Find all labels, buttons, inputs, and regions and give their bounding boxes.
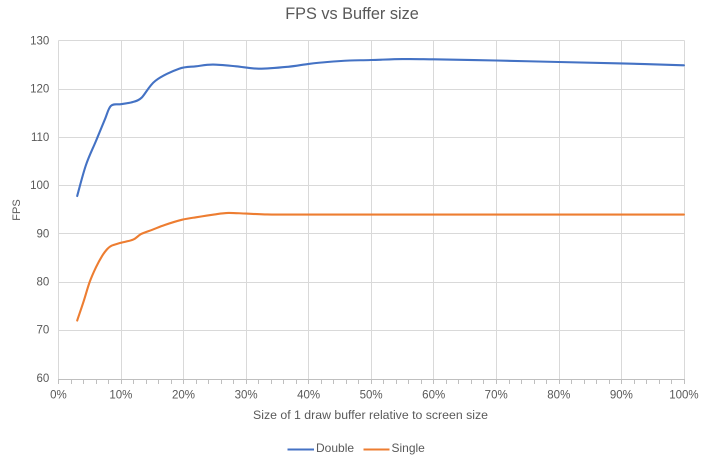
svg-text:120: 120 <box>30 84 49 96</box>
svg-text:20%: 20% <box>172 389 195 401</box>
svg-text:60%: 60% <box>422 389 445 401</box>
svg-text:Double: Double <box>316 441 354 455</box>
svg-text:80%: 80% <box>547 389 570 401</box>
svg-text:FPS vs Buffer size: FPS vs Buffer size <box>285 5 419 23</box>
svg-text:40%: 40% <box>297 389 320 401</box>
svg-text:80: 80 <box>37 277 50 289</box>
svg-text:110: 110 <box>31 132 49 144</box>
svg-text:130: 130 <box>30 35 49 47</box>
svg-text:90%: 90% <box>610 389 633 401</box>
svg-text:0%: 0% <box>50 389 67 401</box>
svg-text:10%: 10% <box>109 389 132 401</box>
svg-text:100%: 100% <box>669 389 698 401</box>
svg-text:Size of 1 draw buffer relative: Size of 1 draw buffer relative to screen… <box>253 408 488 422</box>
svg-text:FPS: FPS <box>11 199 23 220</box>
svg-text:70: 70 <box>37 325 50 337</box>
svg-text:60: 60 <box>37 373 50 385</box>
svg-text:100: 100 <box>30 180 49 192</box>
svg-text:50%: 50% <box>360 389 383 401</box>
svg-text:90: 90 <box>37 228 50 240</box>
svg-text:30%: 30% <box>235 389 258 401</box>
svg-text:Single: Single <box>392 441 426 455</box>
svg-text:70%: 70% <box>485 389 508 401</box>
